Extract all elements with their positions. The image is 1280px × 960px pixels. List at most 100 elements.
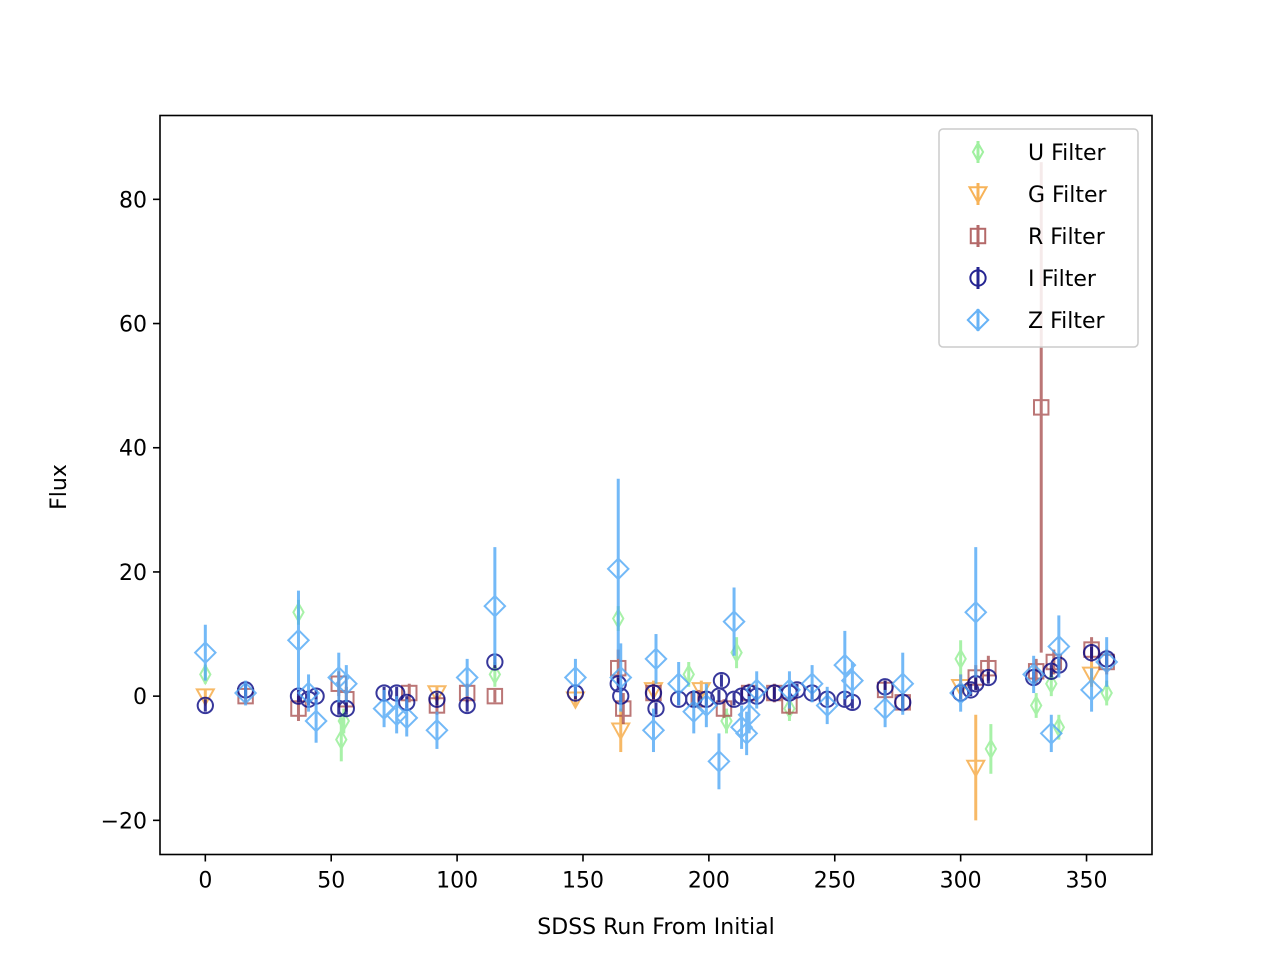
y-tick-label: 60 bbox=[119, 313, 147, 338]
x-tick-label: 350 bbox=[1066, 869, 1108, 894]
data-point bbox=[199, 663, 212, 686]
data-point bbox=[694, 693, 718, 718]
data-point bbox=[401, 684, 418, 702]
data-point bbox=[615, 700, 632, 717]
legend-label: I Filter bbox=[1028, 267, 1097, 292]
x-axis: 0 50 100 150 200 250 300 350 bbox=[198, 854, 1108, 894]
legend-entry bbox=[969, 225, 987, 247]
x-tick-label: 0 bbox=[198, 869, 212, 894]
data-point bbox=[1100, 682, 1113, 704]
data-point bbox=[643, 682, 664, 701]
data-point bbox=[196, 696, 214, 715]
y-axis: −20 0 20 40 60 80 bbox=[101, 188, 160, 834]
data-point bbox=[682, 700, 706, 724]
data-point bbox=[833, 653, 857, 677]
y-axis-title: Flux bbox=[47, 464, 72, 510]
x-tick-label: 50 bbox=[317, 869, 345, 894]
legend-marker bbox=[969, 227, 987, 245]
data-point bbox=[563, 665, 588, 690]
legend-entry bbox=[971, 141, 985, 163]
legend-marker bbox=[966, 308, 990, 332]
data-point bbox=[647, 699, 665, 718]
y-tick-label: 80 bbox=[119, 188, 147, 213]
data-point bbox=[1081, 666, 1102, 685]
data-point bbox=[488, 663, 502, 686]
data-point bbox=[334, 672, 358, 696]
data-point bbox=[891, 672, 915, 696]
data-point bbox=[455, 665, 479, 690]
data-point bbox=[949, 681, 973, 705]
legend-label: Z Filter bbox=[1028, 309, 1106, 334]
legend: U Filter G Filter R Filter I Filter Z Filter bbox=[938, 128, 1139, 348]
data-point bbox=[233, 681, 258, 705]
legend-label: R Filter bbox=[1028, 225, 1106, 250]
data-point bbox=[428, 690, 446, 708]
data-point bbox=[712, 671, 731, 690]
y-tick-label: 0 bbox=[133, 685, 147, 710]
data-point bbox=[395, 706, 419, 730]
legend-entry bbox=[969, 267, 987, 289]
data-point bbox=[777, 678, 802, 702]
series-z-filter bbox=[193, 478, 1119, 790]
data-point bbox=[641, 718, 666, 742]
data-point bbox=[667, 672, 691, 696]
legend-marker bbox=[969, 269, 987, 287]
legend-marker bbox=[967, 186, 989, 205]
data-point bbox=[722, 610, 746, 634]
data-point bbox=[609, 665, 633, 690]
data-point bbox=[873, 696, 897, 721]
data-point bbox=[840, 669, 865, 693]
data-point bbox=[610, 722, 631, 741]
x-tick-label: 300 bbox=[940, 869, 982, 894]
data-point bbox=[304, 709, 328, 733]
data-point bbox=[1045, 672, 1058, 695]
data-point bbox=[372, 696, 396, 721]
data-point bbox=[1082, 644, 1101, 662]
legend-box bbox=[938, 128, 1139, 348]
data-point bbox=[954, 647, 967, 670]
data-point bbox=[1045, 653, 1063, 671]
data-point bbox=[965, 759, 986, 779]
y-tick-label: 20 bbox=[119, 561, 147, 586]
data-point bbox=[296, 681, 321, 705]
y-tick-label: 40 bbox=[119, 437, 147, 462]
data-point bbox=[815, 693, 839, 718]
data-point bbox=[486, 687, 504, 705]
data-point bbox=[644, 647, 668, 671]
data-point bbox=[720, 710, 733, 732]
data-point bbox=[483, 594, 507, 618]
x-tick-label: 200 bbox=[688, 869, 730, 894]
data-point bbox=[1095, 650, 1119, 674]
legend-entry bbox=[967, 183, 989, 205]
data-point bbox=[707, 749, 731, 773]
x-axis-title: SDSS Run From Initial bbox=[537, 915, 774, 940]
data-point bbox=[984, 737, 998, 760]
x-tick-label: 150 bbox=[562, 869, 604, 894]
data-point bbox=[606, 557, 630, 581]
legend-entry bbox=[966, 308, 990, 332]
data-point bbox=[335, 728, 348, 751]
legend-label: U Filter bbox=[1028, 141, 1107, 166]
series-layer bbox=[193, 162, 1119, 821]
legend-label: G Filter bbox=[1028, 183, 1107, 208]
data-point bbox=[979, 668, 997, 687]
data-point bbox=[745, 678, 769, 702]
data-point bbox=[1022, 662, 1046, 687]
data-point bbox=[1029, 694, 1043, 717]
data-point bbox=[737, 703, 761, 727]
data-point bbox=[1032, 399, 1050, 416]
y-tick-label: −20 bbox=[101, 809, 147, 834]
x-tick-label: 100 bbox=[436, 869, 478, 894]
data-point bbox=[337, 710, 351, 732]
data-point bbox=[193, 641, 217, 665]
data-point bbox=[964, 600, 988, 624]
data-point bbox=[783, 697, 796, 720]
x-tick-label: 250 bbox=[814, 869, 856, 894]
legend-marker bbox=[971, 141, 985, 163]
data-point bbox=[800, 672, 824, 696]
data-point bbox=[1079, 678, 1104, 702]
data-point bbox=[425, 718, 449, 742]
data-point bbox=[735, 721, 759, 746]
data-point bbox=[286, 628, 311, 652]
